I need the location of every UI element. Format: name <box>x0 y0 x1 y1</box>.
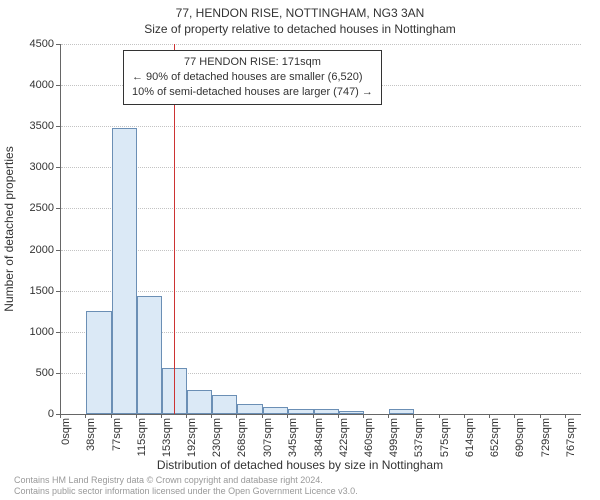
gridline <box>61 208 581 209</box>
gridline <box>61 167 581 168</box>
xtick-label: 422sqm <box>338 418 350 468</box>
ytick-label: 0 <box>14 408 54 420</box>
ytick-label: 1500 <box>14 285 54 297</box>
histogram-bar <box>187 390 212 414</box>
chart-title-line2: Size of property relative to detached ho… <box>0 22 600 36</box>
histogram-bar <box>288 409 314 414</box>
ytick-mark <box>56 44 60 45</box>
xtick-label: 345sqm <box>287 418 299 468</box>
xtick-label: 192sqm <box>186 418 198 468</box>
ytick-mark <box>56 291 60 292</box>
histogram-bar <box>314 409 339 414</box>
xtick-label: 499sqm <box>388 418 400 468</box>
xtick-label: 575sqm <box>439 418 451 468</box>
gridline <box>61 291 581 292</box>
xtick-label: 115sqm <box>136 418 148 468</box>
xtick-label: 690sqm <box>514 418 526 468</box>
xtick-label: 729sqm <box>540 418 552 468</box>
ytick-label: 3500 <box>14 120 54 132</box>
histogram-bar <box>112 128 137 414</box>
ytick-label: 4000 <box>14 79 54 91</box>
histogram-bar <box>137 296 162 414</box>
ytick-label: 2000 <box>14 244 54 256</box>
histogram-bar <box>263 407 288 414</box>
histogram-bar <box>212 395 237 414</box>
xtick-label: 38sqm <box>85 418 97 468</box>
xtick-label: 307sqm <box>262 418 274 468</box>
histogram-bar <box>237 404 263 414</box>
chart-frame: 77, HENDON RISE, NOTTINGHAM, NG3 3AN Siz… <box>0 0 600 500</box>
histogram-bar <box>389 409 414 414</box>
xtick-label: 230sqm <box>211 418 223 468</box>
ytick-label: 4500 <box>14 38 54 50</box>
xtick-label: 537sqm <box>413 418 425 468</box>
ytick-mark <box>56 85 60 86</box>
ytick-mark <box>56 332 60 333</box>
gridline <box>61 44 581 45</box>
ytick-label: 500 <box>14 367 54 379</box>
xtick-label: 153sqm <box>161 418 173 468</box>
ytick-label: 2500 <box>14 202 54 214</box>
ytick-mark <box>56 373 60 374</box>
xtick-label: 460sqm <box>363 418 375 468</box>
gridline <box>61 250 581 251</box>
plot-area: 77 HENDON RISE: 171sqm ← 90% of detached… <box>60 44 581 415</box>
ytick-mark <box>56 250 60 251</box>
annotation-box: 77 HENDON RISE: 171sqm ← 90% of detached… <box>123 50 382 105</box>
attribution-line2: Contains public sector information licen… <box>14 486 358 496</box>
ytick-mark <box>56 208 60 209</box>
histogram-bar <box>86 311 112 414</box>
gridline <box>61 126 581 127</box>
attribution-line1: Contains HM Land Registry data © Crown c… <box>14 475 358 485</box>
xtick-label: 384sqm <box>313 418 325 468</box>
ytick-mark <box>56 126 60 127</box>
annotation-title: 77 HENDON RISE: 171sqm <box>132 55 373 70</box>
xtick-label: 0sqm <box>60 418 72 468</box>
ytick-mark <box>56 167 60 168</box>
xtick-label: 652sqm <box>489 418 501 468</box>
annotation-line3: 10% of semi-detached houses are larger (… <box>132 85 373 100</box>
attribution-text: Contains HM Land Registry data © Crown c… <box>14 475 358 496</box>
xtick-label: 767sqm <box>565 418 577 468</box>
histogram-bar <box>339 411 364 414</box>
ytick-label: 1000 <box>14 326 54 338</box>
chart-title-line1: 77, HENDON RISE, NOTTINGHAM, NG3 3AN <box>0 6 600 20</box>
ytick-label: 3000 <box>14 161 54 173</box>
xtick-label: 614sqm <box>464 418 476 468</box>
xtick-label: 268sqm <box>236 418 248 468</box>
xtick-label: 77sqm <box>111 418 123 468</box>
annotation-line2: ← 90% of detached houses are smaller (6,… <box>132 70 373 85</box>
